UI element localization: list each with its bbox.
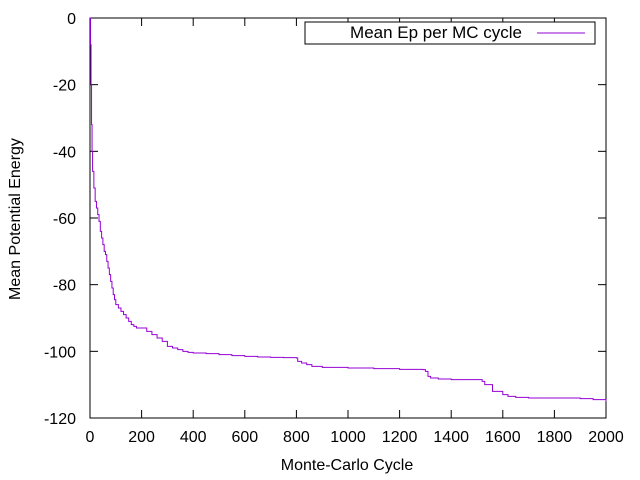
x-tick-label: 200 xyxy=(128,429,155,446)
x-tick-label: 1800 xyxy=(537,429,573,446)
x-tick-label: 1200 xyxy=(382,429,418,446)
y-tick-label: 0 xyxy=(67,11,76,28)
legend-box xyxy=(304,21,596,45)
y-tick-label: -40 xyxy=(53,144,76,161)
x-tick-label: 800 xyxy=(283,429,310,446)
x-tick-label: 1400 xyxy=(433,429,469,446)
series-line-0 xyxy=(90,17,607,402)
legend-entry-label: Mean Ep per MC cycle xyxy=(350,23,522,42)
y-axis: 0 -20 -40 -60 -80 -100 -120 xyxy=(44,11,606,428)
y-axis-label: Mean Potential Energy xyxy=(7,138,24,300)
legend: Mean Ep per MC cycle xyxy=(304,21,596,45)
y-tick-label: -100 xyxy=(44,344,76,361)
plot-border xyxy=(89,17,607,419)
y-tick-label: -20 xyxy=(53,78,76,95)
x-tick-label: 600 xyxy=(231,429,258,446)
x-tick-label: 1600 xyxy=(485,429,521,446)
y-tick-label: -120 xyxy=(44,411,76,428)
x-tick-label: 400 xyxy=(180,429,207,446)
y-tick-label: -80 xyxy=(53,278,76,295)
y-tick-label: -60 xyxy=(53,211,76,228)
x-axis: 0 200 400 600 800 1000 1200 1400 1600 1800 2000 xyxy=(86,18,624,446)
x-tick-label: 1000 xyxy=(330,429,366,446)
x-tick-label: 2000 xyxy=(588,429,624,446)
x-axis-label: Monte-Carlo Cycle xyxy=(281,457,414,474)
plot-frame xyxy=(89,17,607,419)
series-layer xyxy=(90,17,607,402)
x-tick-label: 0 xyxy=(86,429,95,446)
